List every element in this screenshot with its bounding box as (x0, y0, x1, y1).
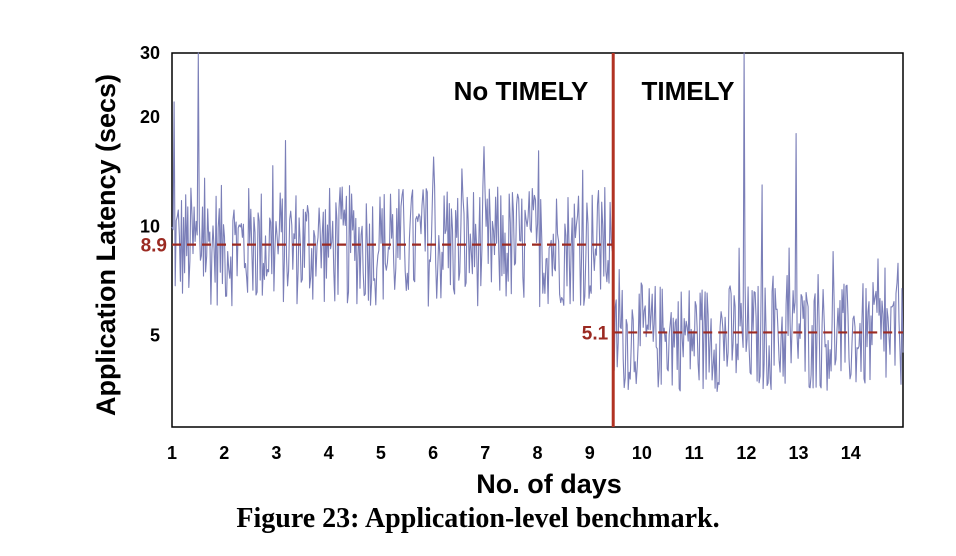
x-tick-label: 11 (685, 443, 704, 463)
x-tick-label: 13 (789, 443, 809, 463)
x-tick-label: 1 (167, 443, 177, 463)
x-tick-label: 4 (324, 443, 334, 463)
x-tick-label: 14 (841, 443, 861, 463)
y-tick-label: 20 (140, 107, 160, 127)
x-tick-label: 5 (376, 443, 386, 463)
reference-line-label: 8.9 (141, 236, 167, 257)
y-axis-ticks: 5 10 20 30 (140, 43, 160, 346)
x-tick-label: 2 (219, 443, 229, 463)
latency-series-line (171, 52, 904, 393)
x-tick-label: 9 (585, 443, 595, 463)
x-tick-label: 12 (736, 443, 756, 463)
region-label-timely: TIMELY (642, 76, 735, 106)
x-tick-label: 3 (271, 443, 281, 463)
y-tick-label: 5 (150, 326, 160, 346)
y-tick-label: 10 (140, 216, 160, 236)
y-tick-label: 30 (140, 43, 160, 63)
y-axis-title: Application Latency (secs) (91, 74, 121, 416)
reference-line-label: 5.1 (582, 323, 609, 344)
region-label-no-timely: No TIMELY (454, 76, 589, 106)
x-axis-ticks: 1 2 3 4 5 6 7 8 9 10 11 12 13 14 (167, 443, 861, 463)
x-tick-label: 8 (532, 443, 542, 463)
figure-caption: Figure 23: Application-level benchmark. (236, 503, 720, 534)
x-axis-title: No. of days (476, 469, 622, 499)
x-tick-label: 7 (480, 443, 490, 463)
x-tick-label: 6 (428, 443, 438, 463)
x-tick-label: 10 (632, 443, 652, 463)
reference-lines: 8.9 5.1 (141, 236, 903, 344)
plot-area-frame (171, 52, 904, 428)
